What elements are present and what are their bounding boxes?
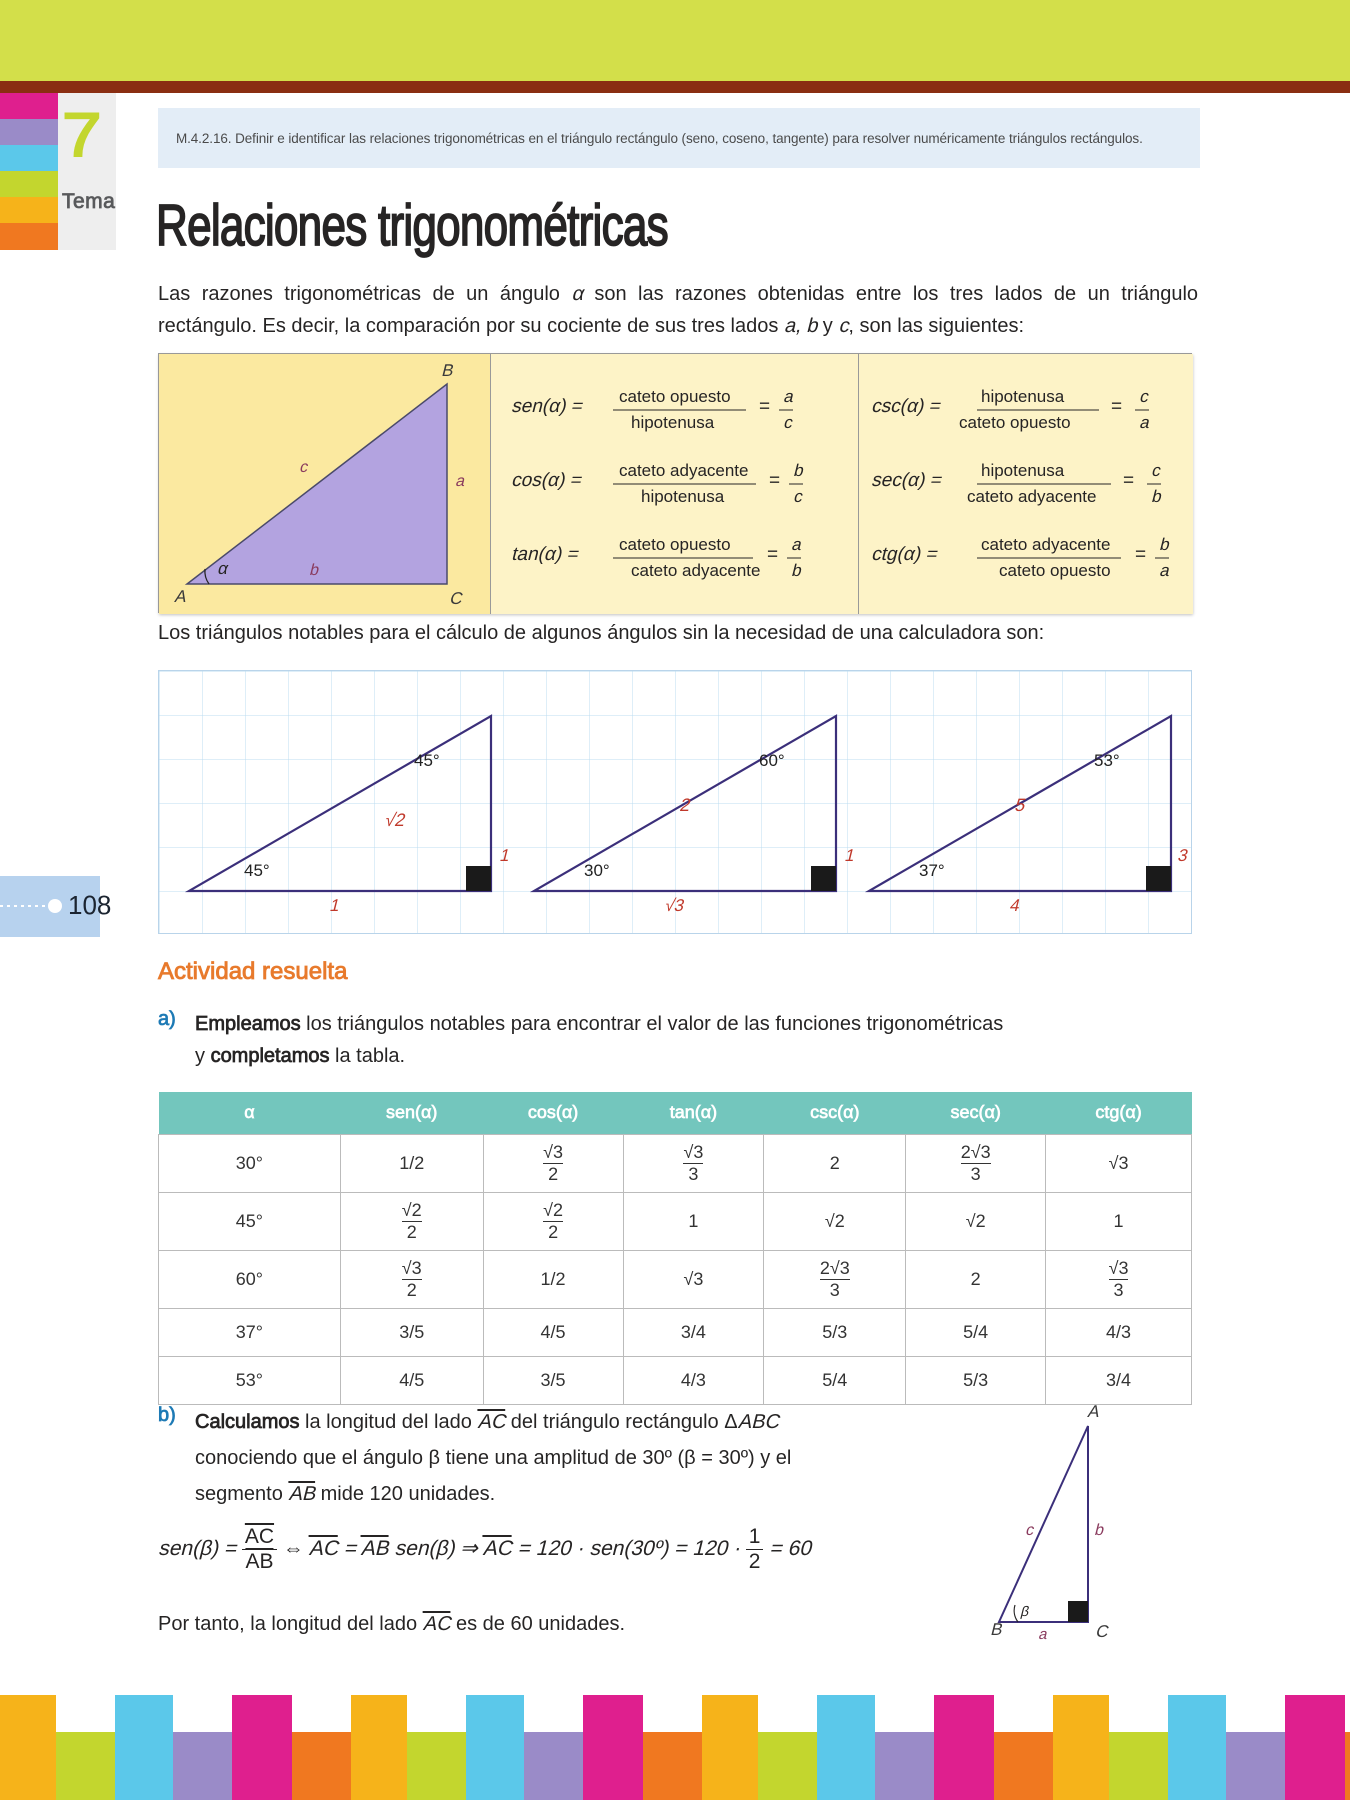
svg-text:csc(α) =: csc(α) =	[871, 396, 941, 417]
svg-text:53°: 53°	[1094, 751, 1120, 770]
svg-text:b: b	[1151, 487, 1162, 506]
svg-text:30°: 30°	[584, 861, 610, 880]
svg-text:cateto opuesto: cateto opuesto	[619, 387, 731, 406]
svg-text:cateto opuesto: cateto opuesto	[619, 535, 731, 554]
svg-text:cateto adyacente: cateto adyacente	[967, 487, 1096, 506]
svg-text:=: =	[769, 470, 780, 491]
svg-text:ctg(α) =: ctg(α) =	[871, 544, 938, 565]
svg-text:sen(α) =: sen(α) =	[511, 396, 584, 417]
svg-text:1: 1	[499, 846, 508, 865]
svg-text:cateto opuesto: cateto opuesto	[999, 561, 1111, 580]
svg-text:a: a	[791, 535, 802, 554]
svg-text:a: a	[1038, 1626, 1047, 1643]
svg-text:a: a	[1139, 413, 1150, 432]
svg-text:1: 1	[844, 846, 853, 865]
svg-text:b: b	[309, 562, 319, 579]
svg-text:A: A	[1087, 1402, 1099, 1421]
svg-text:A: A	[174, 587, 186, 606]
svg-text:cateto adyacente: cateto adyacente	[619, 461, 748, 480]
svg-text:hipotenusa: hipotenusa	[981, 387, 1065, 406]
svg-text:37°: 37°	[919, 861, 945, 880]
svg-text:B: B	[990, 1620, 1003, 1639]
svg-text:=: =	[1111, 396, 1122, 417]
svg-text:60°: 60°	[759, 751, 785, 770]
svg-text:=: =	[1135, 544, 1146, 565]
svg-text:C: C	[449, 589, 463, 608]
svg-text:=: =	[759, 396, 770, 417]
svg-text:C: C	[1095, 1622, 1109, 1641]
svg-text:B: B	[441, 361, 454, 380]
svg-text:=: =	[767, 544, 778, 565]
svg-text:c: c	[793, 487, 803, 506]
svg-text:c: c	[1151, 461, 1161, 480]
svg-text:cos(α) =: cos(α) =	[511, 470, 582, 491]
svg-text:β: β	[1020, 1603, 1030, 1619]
svg-text:c: c	[783, 413, 793, 432]
svg-text:45°: 45°	[244, 861, 270, 880]
svg-text:sec(α) =: sec(α) =	[871, 470, 942, 491]
svg-text:b: b	[791, 561, 802, 580]
svg-text:a: a	[1159, 561, 1170, 580]
svg-text:hipotenusa: hipotenusa	[641, 487, 725, 506]
svg-text:3: 3	[1177, 846, 1188, 865]
svg-text:√2: √2	[384, 810, 406, 830]
svg-text:b: b	[793, 461, 804, 480]
svg-text:tan(α) =: tan(α) =	[511, 544, 579, 565]
svg-text:cateto adyacente: cateto adyacente	[631, 561, 760, 580]
svg-text:1: 1	[329, 896, 338, 915]
svg-text:hipotenusa: hipotenusa	[981, 461, 1065, 480]
svg-text:45°: 45°	[414, 751, 440, 770]
svg-text:b: b	[1094, 1522, 1104, 1539]
svg-text:cateto adyacente: cateto adyacente	[981, 535, 1110, 554]
svg-text:4: 4	[1009, 896, 1020, 915]
svg-text:a: a	[455, 473, 465, 490]
svg-text:hipotenusa: hipotenusa	[631, 413, 715, 432]
svg-text:b: b	[1159, 535, 1170, 554]
svg-text:cateto opuesto: cateto opuesto	[959, 413, 1071, 432]
svg-text:√3: √3	[664, 896, 684, 915]
svg-text:c: c	[1139, 387, 1149, 406]
svg-text:=: =	[1123, 470, 1134, 491]
svg-text:a: a	[783, 387, 794, 406]
svg-text:c: c	[299, 459, 309, 476]
svg-text:c: c	[1025, 1522, 1035, 1539]
